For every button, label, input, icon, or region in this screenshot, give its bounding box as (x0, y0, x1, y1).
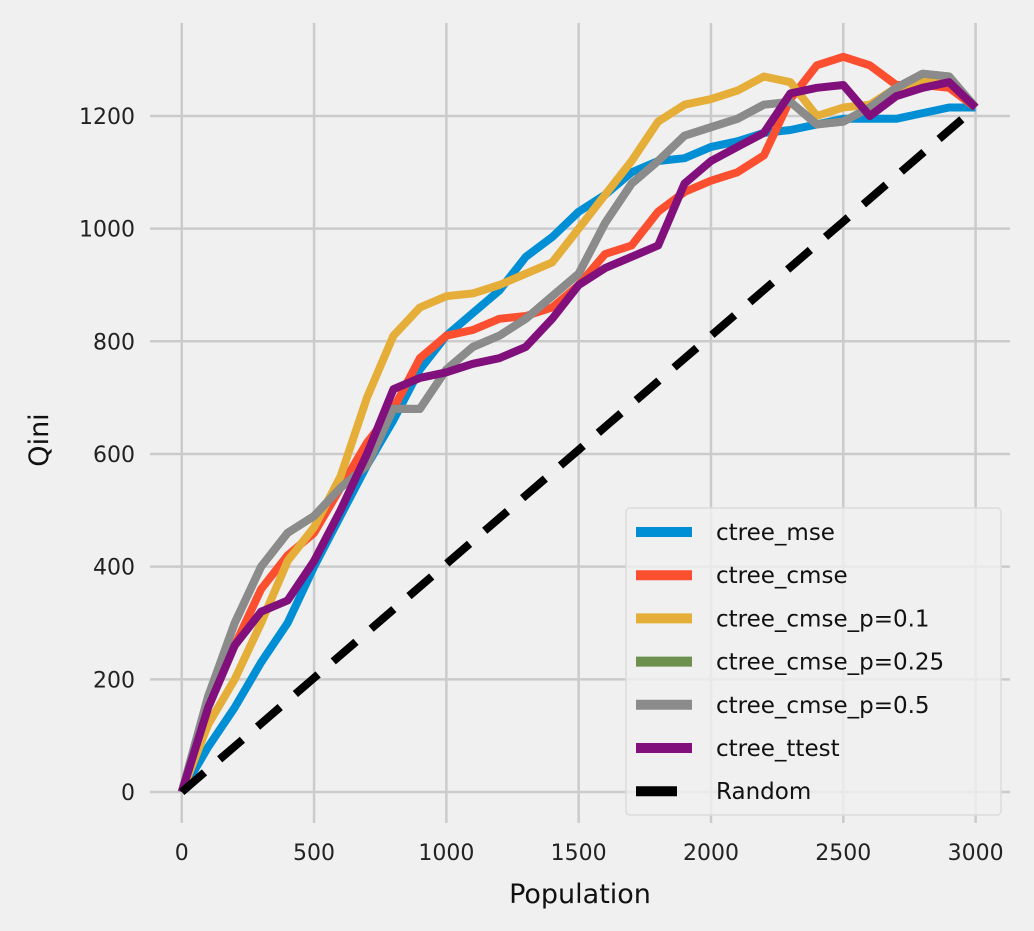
legend-label: ctree_cmse_p=0.1 (716, 606, 930, 632)
x-tick-label: 2000 (683, 841, 739, 866)
series-line-ctree-ttest (177, 78, 979, 794)
y-tick-labels: 0 200 400 600 800 1000 1200 (79, 105, 135, 806)
legend: ctree_mse ctree_cmse ctree_cmse_p=0.1ctree… (625, 507, 1002, 816)
legend-label: ctree_cmse_p=0.5 (716, 693, 930, 719)
legend-label: ctree_cmse_p=0.25 (716, 650, 944, 676)
x-axis-label: Population (509, 879, 651, 910)
y-tick-label: 600 (93, 443, 135, 468)
y-axis-label: Qini (24, 413, 55, 466)
series-line-ctree-cmse-p-0-5 (177, 69, 979, 794)
y-tick-label: 800 (93, 330, 135, 355)
x-tick-label: 500 (293, 841, 335, 866)
series-line-ctree-cmse-p-0-1 (178, 72, 979, 794)
series-line-random (179, 104, 979, 796)
legend-label: ctree_ttest (716, 736, 840, 762)
x-tick-label: 3000 (948, 841, 1004, 866)
legend-label: ctree_cmse (716, 563, 848, 589)
y-tick-label: 200 (93, 668, 135, 693)
series-lines (177, 52, 979, 796)
legend-box (625, 507, 1002, 816)
legend-label: Random (716, 779, 811, 805)
x-tick-label: 2500 (815, 841, 871, 866)
x-tick-label: 0 (175, 841, 189, 866)
x-tick-labels: 0 500 1000 1500 2000 2500 3000 (175, 841, 1004, 866)
x-tick-label: 1500 (551, 841, 607, 866)
legend-label: ctree_mse (716, 520, 835, 546)
y-tick-label: 400 (93, 556, 135, 581)
y-tick-label: 0 (121, 781, 135, 806)
x-tick-label: 1000 (418, 841, 474, 866)
y-tick-label: 1000 (79, 218, 135, 243)
y-tick-label: 1200 (79, 105, 135, 130)
